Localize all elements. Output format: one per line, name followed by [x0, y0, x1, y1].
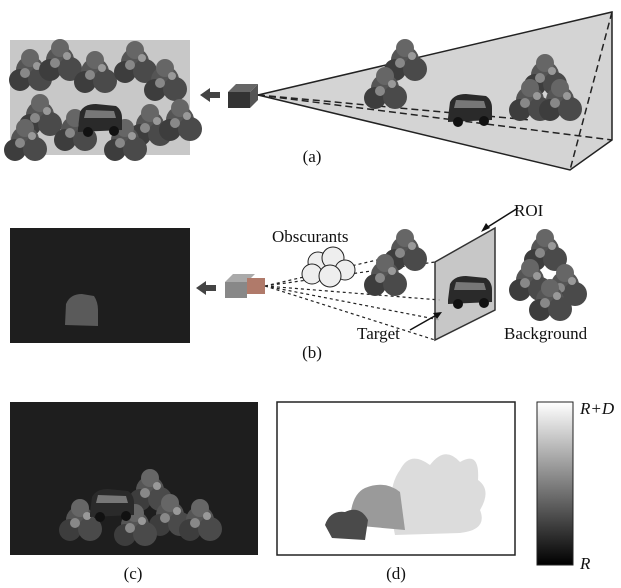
scene-image [10, 228, 190, 343]
colorbar-top-label: R+D [579, 399, 615, 418]
figure: (a) ROI Obscurants Target Background (b) [0, 0, 621, 583]
panel-b: ROI Obscurants Target Background (b) [10, 201, 588, 362]
background-label: Background [504, 324, 588, 343]
arrow [196, 281, 216, 295]
colorbar-bottom-label: R [579, 554, 591, 573]
caption: (c) [124, 564, 143, 583]
obscurants-label: Obscurants [272, 227, 348, 246]
page: (a) ROI Obscurants Target Background (b) [0, 0, 621, 588]
caption: (d) [386, 564, 406, 583]
colorbar: R+D R [537, 399, 615, 573]
obscurants [302, 247, 355, 287]
colorbar-gradient [537, 402, 573, 565]
panel-c: (c) [10, 402, 258, 583]
target-label: Target [357, 324, 400, 343]
panel-a: (a) [4, 12, 612, 170]
camera [228, 84, 258, 108]
arrow [200, 88, 220, 102]
panel-d: (d) [277, 402, 515, 583]
camera [225, 274, 265, 298]
caption: (b) [302, 343, 322, 362]
roi-label: ROI [514, 201, 544, 220]
caption: (a) [303, 147, 322, 166]
